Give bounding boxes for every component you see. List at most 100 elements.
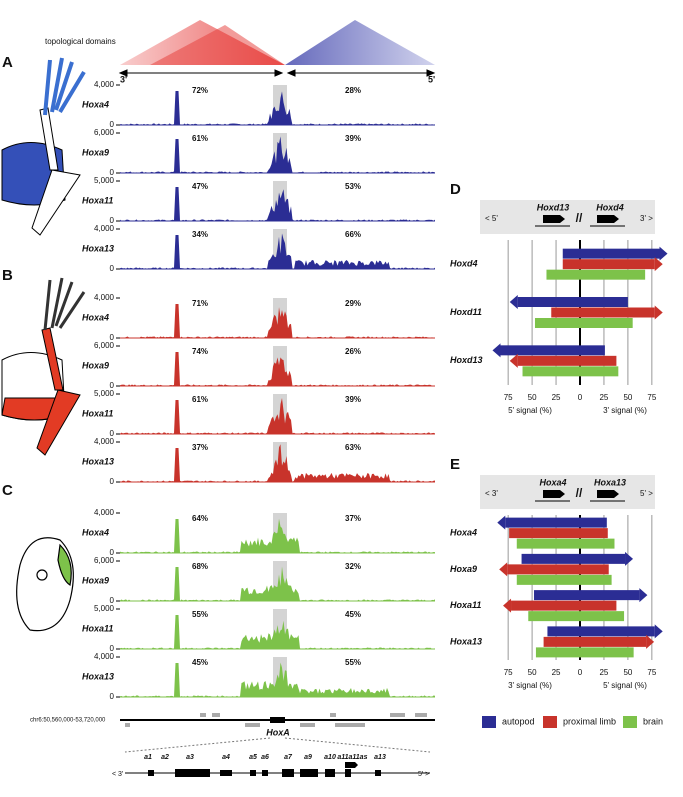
x-tick-label: 25 <box>552 668 561 677</box>
y-tick-label: 0 <box>110 381 115 390</box>
schematic-right-gene: Hoxa13 <box>594 477 626 487</box>
arrowhead <box>509 295 518 309</box>
bar <box>522 366 619 377</box>
left-percentage: 55% <box>192 610 208 619</box>
y-tick-label: 0 <box>110 477 115 486</box>
track-gene: Hoxa11 <box>82 195 113 205</box>
x-axis-right-title: 3' signal (%) <box>603 406 647 415</box>
legend-swatch <box>623 716 637 728</box>
arrowhead <box>646 634 655 649</box>
bar <box>516 574 612 585</box>
track-gene: Hoxa9 <box>82 575 109 585</box>
signal-track <box>120 304 435 338</box>
schematic-left-gene: Hoxd13 <box>537 202 570 212</box>
signal-track <box>120 566 435 601</box>
gene-label: a10 <box>324 754 336 761</box>
coordinates: chr6:50,560,000-53,720,000 <box>30 718 106 724</box>
x-tick-label: 25 <box>599 393 608 402</box>
right-percentage: 55% <box>345 658 361 667</box>
x-tick-label: 75 <box>647 393 656 402</box>
legend-label: brain <box>643 716 663 726</box>
arrowhead <box>492 343 501 358</box>
y-tick-label: 0 <box>110 596 115 605</box>
y-tick-label: 4,000 <box>94 293 115 302</box>
x-axis-left-title: 3' signal (%) <box>508 681 552 690</box>
right-percentage: 37% <box>345 514 361 523</box>
bar <box>509 528 608 539</box>
bar <box>507 564 609 575</box>
right-percentage: 32% <box>345 562 361 571</box>
gene-label: a13 <box>374 754 386 761</box>
x-axis-right-title: 5' signal (%) <box>603 681 647 690</box>
left-percentage: 61% <box>192 134 208 143</box>
track-gene: Hoxa13 <box>82 243 114 253</box>
category-label: Hoxa11 <box>450 600 481 610</box>
arrow-right-label: 5' <box>428 74 435 84</box>
schematic-right-gene: Hoxd4 <box>596 202 624 212</box>
panel-letter: E <box>450 456 460 473</box>
left-percentage: 64% <box>192 514 208 523</box>
bar <box>528 611 625 622</box>
locus-graphic <box>120 713 435 777</box>
y-tick-label: 6,000 <box>94 128 115 137</box>
legend-swatch <box>543 716 557 728</box>
y-tick-label: 4,000 <box>94 224 115 233</box>
track-gene: Hoxa9 <box>82 360 109 370</box>
signal-track <box>120 444 435 482</box>
x-tick-label: 0 <box>578 668 583 677</box>
signal-track <box>120 91 435 125</box>
y-tick-label: 6,000 <box>94 341 115 350</box>
panel-letter: D <box>450 181 461 198</box>
signal-track <box>120 233 435 269</box>
heatmap <box>120 20 435 65</box>
limb-cartoon-b <box>1 277 86 456</box>
right-percentage: 28% <box>345 86 361 95</box>
bar <box>534 590 640 601</box>
y-tick-label: 4,000 <box>94 508 115 517</box>
locus-left-end: < 3' <box>112 771 123 778</box>
locus-right-end: 5' > <box>418 771 429 778</box>
arrowhead <box>639 588 648 603</box>
signal-track <box>120 615 435 649</box>
schematic-right-end: 5' > <box>640 489 653 498</box>
gene-icon <box>597 215 619 223</box>
gene-label: a9 <box>304 754 312 761</box>
signal-track <box>120 518 435 553</box>
bar <box>562 248 660 259</box>
x-tick-label: 25 <box>599 668 608 677</box>
panel-letter: C <box>2 482 13 499</box>
arrowhead <box>497 515 506 530</box>
gene-icon <box>597 490 619 498</box>
arrow-left-label: 3' <box>120 74 127 84</box>
y-tick-label: 0 <box>110 264 115 273</box>
arrowhead <box>499 562 508 577</box>
arrowhead <box>503 598 512 613</box>
limb-cartoon-a <box>1 57 86 236</box>
y-tick-label: 0 <box>110 644 115 653</box>
gene-label: a6 <box>261 754 269 761</box>
x-tick-label: 25 <box>552 393 561 402</box>
y-tick-label: 0 <box>110 429 115 438</box>
heatmap-label: topological domains <box>45 37 116 46</box>
gene-label: a2 <box>161 754 169 761</box>
signal-track <box>120 187 435 221</box>
x-tick-label: 50 <box>623 393 632 402</box>
x-axis-left-title: 5' signal (%) <box>508 406 552 415</box>
x-tick-label: 50 <box>623 668 632 677</box>
bar <box>505 517 607 528</box>
signal-track <box>120 136 435 173</box>
right-percentage: 39% <box>345 134 361 143</box>
gene-icon <box>543 490 565 498</box>
cluster-label: HoxA <box>266 727 290 737</box>
left-percentage: 68% <box>192 562 208 571</box>
right-percentage: 26% <box>345 347 361 356</box>
signal-track <box>120 352 435 386</box>
arrowhead <box>654 305 663 320</box>
category-label: Hoxd13 <box>450 355 483 365</box>
left-percentage: 74% <box>192 347 208 356</box>
x-tick-label: 75 <box>504 393 513 402</box>
schematic-left-end: < 3' <box>485 489 498 498</box>
bar <box>551 307 655 318</box>
gene-label: a7 <box>284 754 293 761</box>
